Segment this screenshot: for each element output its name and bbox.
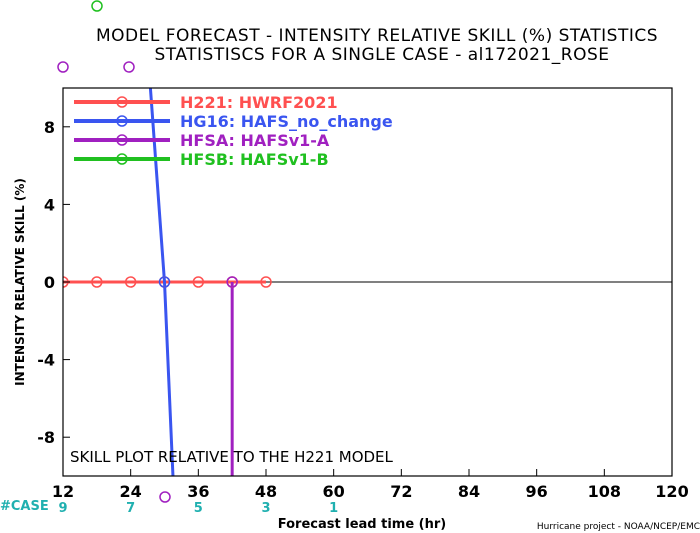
legend-marker-2 <box>116 134 128 146</box>
series-point-0-1 <box>91 276 103 288</box>
outlier-marker-green <box>91 0 103 12</box>
x-tick-label-3: 48 <box>255 482 277 501</box>
legend-marker-1 <box>116 115 128 127</box>
case-count-0: 9 <box>58 501 67 516</box>
outlier-marker-purple-3 <box>159 491 171 503</box>
y-tick-label-3: 4 <box>44 195 55 214</box>
y-tick-label-0: -8 <box>37 428 55 447</box>
series-point-1-1 <box>158 276 171 288</box>
legend-label-1: HG16: HAFS_no_change <box>180 112 393 131</box>
case-label: #CASE <box>0 499 49 514</box>
y-axis-label: INTENSITY RELATIVE SKILL (%) <box>13 178 27 386</box>
case-count-4: 1 <box>329 501 338 516</box>
legend-label-2: HFSA: HAFSv1-A <box>180 131 330 150</box>
outlier-marker-purple-2 <box>123 61 135 73</box>
outlier-marker-purple-1 <box>57 61 69 73</box>
y-tick-label-1: -4 <box>37 351 55 370</box>
legend-label-3: HFSB: HAFSv1-B <box>180 150 329 169</box>
case-count-1: 7 <box>126 501 135 516</box>
x-tick-label-7: 96 <box>526 482 548 501</box>
series-line-1 <box>148 88 175 476</box>
x-tick-label-4: 60 <box>323 482 345 501</box>
chart-title-line1: MODEL FORECAST - INTENSITY RELATIVE SKIL… <box>96 26 658 46</box>
series-point-0-6 <box>260 276 272 288</box>
x-tick-label-9: 120 <box>655 482 688 501</box>
legend-marker-3 <box>116 153 128 165</box>
series-point-0-4 <box>192 276 205 288</box>
x-axis-label: Forecast lead time (hr) <box>278 517 446 532</box>
x-tick-label-2: 36 <box>187 482 209 501</box>
legend-marker-0 <box>116 96 128 108</box>
annotation-text: SKILL PLOT RELATIVE TO THE H221 MODEL <box>70 448 394 466</box>
y-tick-label-4: 8 <box>44 118 55 137</box>
series-group <box>63 88 272 476</box>
series-point-0-2 <box>124 276 137 288</box>
case-count-3: 3 <box>261 501 270 516</box>
x-tick-label-6: 84 <box>458 482 480 501</box>
x-tick-label-0: 12 <box>52 482 74 501</box>
x-tick-label-1: 24 <box>120 482 142 501</box>
chart-title-line2: STATISTISCS FOR A SINGLE CASE - al172021… <box>154 45 609 65</box>
case-count-2: 5 <box>194 501 203 516</box>
y-tick-label-2: 0 <box>44 273 55 292</box>
x-tick-label-8: 108 <box>588 482 621 501</box>
legend-label-0: H221: HWRF2021 <box>180 93 338 112</box>
series-point-2-0 <box>226 276 238 288</box>
x-tick-label-5: 72 <box>390 482 412 501</box>
credit-text: Hurricane project - NOAA/NCEP/EMC <box>537 522 700 532</box>
